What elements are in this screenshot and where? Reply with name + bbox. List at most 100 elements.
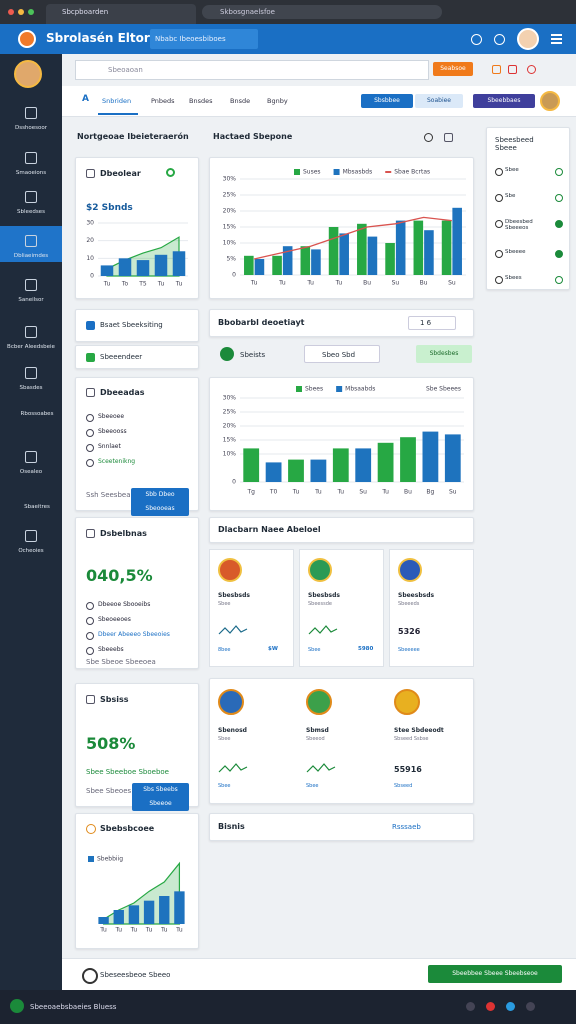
bar	[400, 437, 416, 482]
bar	[159, 896, 170, 924]
x-tick-label: Tu	[292, 489, 300, 496]
nav-icon	[25, 279, 37, 291]
person-avatar	[398, 558, 422, 582]
row-button[interactable]: Sbdesbes	[416, 345, 472, 363]
bar	[154, 254, 168, 276]
person-note: Sbee	[218, 783, 231, 789]
panel-icon	[495, 168, 503, 176]
bar	[243, 448, 260, 482]
search-button[interactable]: Seabsoe	[433, 62, 473, 76]
nav-item[interactable]: Ocheoies	[18, 548, 44, 554]
card-title: Dbeeadas	[100, 388, 145, 397]
list-item: Sbeeebs	[98, 646, 124, 653]
nav-item[interactable]: Sbaeitres	[24, 504, 50, 510]
nav-item[interactable]: Bcber Aleedsbeie	[7, 344, 55, 350]
search-input[interactable]	[75, 60, 429, 80]
card-button[interactable]: Sbs Sbeebs Sbeeoe	[132, 783, 189, 811]
bar	[310, 459, 327, 482]
dropdown[interactable]: Bsaet Sbeeksiting	[75, 309, 199, 342]
panel-check	[555, 276, 563, 284]
action-button[interactable]: Sbeebbaes	[473, 94, 535, 108]
selector-label: Sbeeendeer	[100, 353, 143, 361]
tab[interactable]: Bnsde	[230, 97, 251, 105]
app-title: Sbrolasén Eltorisl	[46, 31, 166, 45]
bottom-link[interactable]: Rsssaeb	[392, 823, 421, 831]
list-item: Sbeoeeoes	[98, 616, 131, 623]
bar	[174, 891, 185, 924]
x-tick-label: Tu	[103, 281, 111, 288]
panel-icon	[495, 250, 503, 258]
nav-item[interactable]: Rbossoabes	[20, 411, 54, 417]
tab[interactable]: Bgnby	[267, 97, 288, 105]
x-tick-label: Tu	[314, 489, 322, 496]
selector[interactable]: Sbeeendeer	[75, 345, 199, 369]
y-tick-label: 20	[86, 237, 94, 244]
card-button[interactable]: Sbb Dbeo Sbeooeas	[131, 488, 189, 516]
sidebar: Dsshoesoor Smaoeions Sbleedses Dbliaeimdes S…	[0, 54, 62, 990]
bar	[118, 258, 132, 276]
legend-label: Mbsaabds	[345, 386, 375, 393]
card-note: Ssh Seesbea	[86, 491, 131, 499]
bar	[311, 249, 321, 275]
bar	[422, 431, 439, 482]
x-tick-label: Tu	[145, 927, 153, 934]
person-avatar	[308, 558, 332, 582]
tab[interactable]: A	[82, 94, 89, 104]
nav-item[interactable]: Smaoeions	[15, 170, 47, 176]
person-avatar	[218, 689, 244, 715]
people-title: Dlacbarn Naee Abeloel	[218, 525, 321, 534]
action-button[interactable]: Sbsbbee	[361, 94, 413, 108]
nav-item[interactable]: Sbleedses	[17, 209, 45, 215]
bottom-title: Bisnis	[218, 822, 245, 831]
footer-button[interactable]: Sbeebbee Sbeee Sbeebseoe	[428, 965, 562, 983]
bar	[452, 207, 462, 275]
y-tick-label: 15%	[223, 437, 237, 444]
list-item: Sbeeooss	[98, 428, 127, 435]
nav-item[interactable]: Dsshoesoor	[14, 125, 48, 131]
legend-swatch	[333, 169, 340, 175]
legend-swatch	[296, 386, 302, 392]
y-tick-label: 30	[86, 220, 94, 227]
url[interactable]: Skbosgnaelsfoe	[220, 8, 275, 16]
nav-item[interactable]: Sbasdes	[19, 385, 43, 391]
active-bg	[0, 226, 62, 262]
y-tick-label: 20%	[223, 208, 237, 215]
bar	[282, 246, 293, 275]
person-name: Sbmsd	[306, 727, 329, 734]
sparkline	[306, 763, 336, 773]
bar	[424, 230, 434, 275]
person-note: Sbee	[308, 647, 321, 653]
sparkline-path	[306, 763, 336, 773]
panel-item: Sbe	[505, 193, 516, 199]
person-sub: Sbseed Ssbse	[394, 736, 429, 742]
nav-item[interactable]: Saneilsor	[18, 297, 44, 303]
nav-item[interactable]: Osealeo	[19, 469, 43, 475]
tab[interactable]: Pnbeds	[151, 97, 175, 105]
nav-icon	[25, 191, 37, 203]
bar	[332, 448, 349, 482]
bar	[254, 259, 265, 275]
person-sub: Sbee	[218, 736, 231, 742]
row-input[interactable]	[304, 345, 380, 363]
y-tick-label: 10	[86, 255, 94, 262]
y-tick-label: 25%	[223, 409, 237, 416]
action-button[interactable]: Soabiee	[415, 94, 463, 108]
tab[interactable]: Bnsdes	[189, 97, 213, 105]
header-search[interactable]: Nbabc Ibeoesbiboes	[155, 35, 226, 43]
x-tick-label: Bg	[426, 489, 434, 496]
person-value: 55916	[394, 765, 422, 774]
person-value: 5326	[398, 627, 421, 636]
list-item: Sceetenikng	[98, 458, 136, 465]
y-tick-label: 0	[232, 272, 236, 279]
tab-title[interactable]: Sbcpboarden	[62, 8, 109, 16]
browser-bar: Sbcpboarden Skbosgnaelsfoe	[0, 0, 576, 24]
nav-icon	[25, 530, 37, 542]
chart-card: 0 10% 15% 20% 25% 30% Tg T0 Tu Tu Tu Su Tu Bu Bg Su Sbee…	[209, 377, 474, 511]
nav-item[interactable]: Dbliaeimdes	[13, 253, 49, 259]
people-header: Dlacbarn Naee Abeloel	[209, 517, 474, 543]
filter-select[interactable]	[408, 316, 456, 330]
people-card-row: Sbenosd Sbee Sbee Sbmsd Sbeeod Sbee Stee Sbdee…	[209, 678, 474, 804]
tab[interactable]: Snbriden	[102, 97, 132, 105]
bar	[143, 900, 155, 924]
